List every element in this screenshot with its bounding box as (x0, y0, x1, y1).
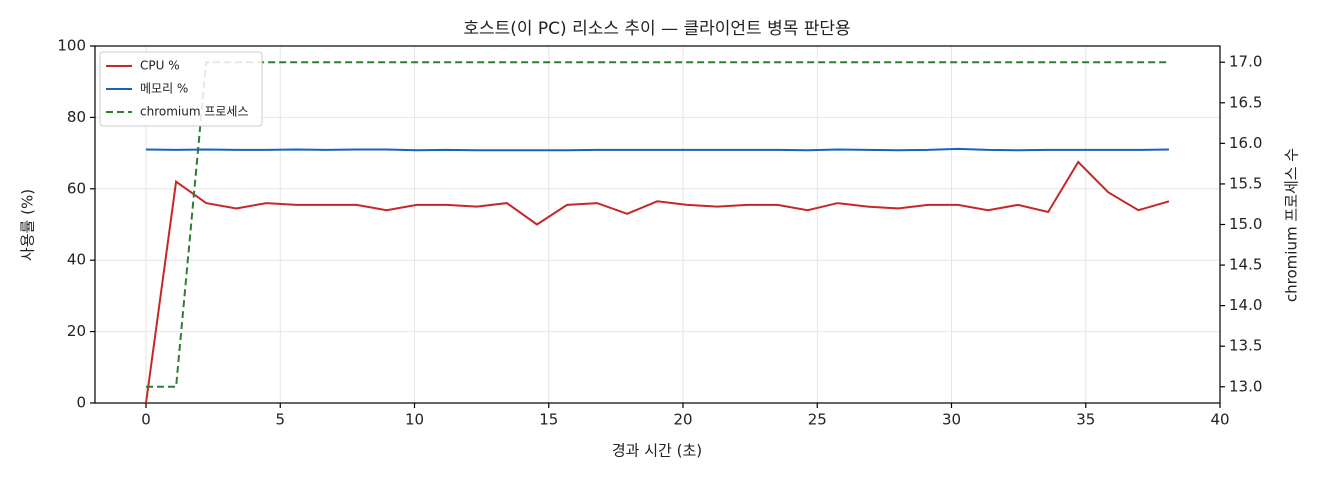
x-axis-label: 경과 시간 (초) (612, 442, 702, 460)
y2-tick-label: 15.5 (1229, 174, 1262, 192)
x-tick-label: 25 (808, 411, 827, 429)
y-tick-label: 0 (76, 394, 86, 412)
y2-tick-label: 14.5 (1229, 256, 1262, 274)
y2-tick-label: 15.0 (1229, 215, 1262, 233)
series-line (145, 160, 1170, 404)
legend: CPU % 메모리 % chromium 프로세스 (99, 51, 263, 127)
y2-tick-label: 14.0 (1229, 296, 1262, 314)
y-tick-label: 20 (67, 322, 86, 340)
plot-frame (94, 45, 1221, 404)
y-tick-label: 40 (67, 251, 86, 269)
x-tick-label: 0 (141, 411, 151, 429)
y2-tick-label: 13.5 (1229, 337, 1262, 355)
x-tick-label: 15 (539, 411, 558, 429)
x-tick-label: 20 (673, 411, 692, 429)
legend-label: 메모리 % (140, 82, 188, 96)
legend-label: chromium 프로세스 (140, 105, 249, 119)
y2-tick-label: 17.0 (1229, 53, 1262, 71)
y-tick-label: 60 (67, 179, 86, 197)
y-axis-label: 사용률 (%) (19, 189, 37, 261)
series-line (146, 61, 1169, 388)
y2-axis-label: chromium 프로세스 수 (1283, 148, 1301, 302)
series-line (146, 147, 1170, 152)
x-tick-label: 10 (405, 411, 424, 429)
y-tick-label: 100 (57, 37, 86, 55)
x-tick-label: 40 (1210, 411, 1229, 429)
x-tick-label: 35 (1076, 411, 1095, 429)
legend-label: CPU % (140, 59, 180, 73)
y2-tick-label: 16.0 (1229, 134, 1262, 152)
y2-tick-label: 16.5 (1229, 93, 1262, 111)
legend-box (99, 51, 263, 127)
y-tick-label: 80 (67, 108, 86, 126)
y2-tick-label: 13.0 (1229, 377, 1262, 395)
x-tick-label: 5 (275, 411, 285, 429)
chart-title: 호스트(이 PC) 리소스 추이 — 클라이언트 병목 판단용 (463, 19, 850, 39)
x-tick-label: 30 (942, 411, 961, 429)
